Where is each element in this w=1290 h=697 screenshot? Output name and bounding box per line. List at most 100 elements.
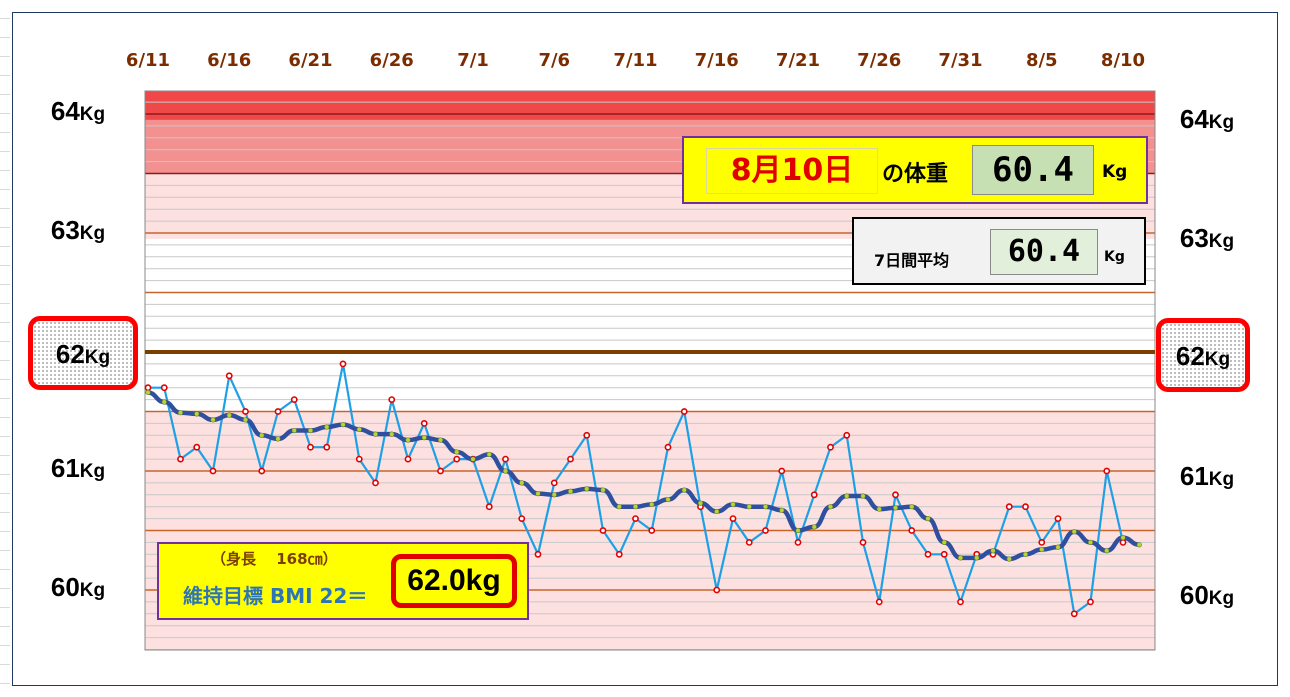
daily-weight-point [632,515,639,522]
daily-weight-point [209,467,217,475]
x-tick-label: 6/16 [207,50,251,71]
average-weight-point [1039,546,1045,553]
x-tick-label: 6/11 [126,50,170,71]
average-label: 7日間平均 [874,251,950,270]
average-weight-point [584,486,590,492]
average-weight-point [356,426,362,432]
x-tick-label: 7/16 [695,50,739,71]
daily-weight-point [778,467,786,475]
daily-weight-point [599,527,607,534]
average-weight-point [551,492,557,498]
average-weight-point [746,504,752,510]
today-weight-value: 60.4 [972,145,1094,195]
y-tick-label-left: 63Kg [51,215,105,245]
x-tick-label: 7/31 [938,50,982,71]
daily-weight-point [193,443,201,451]
average-weight-point [941,539,947,546]
average-weight-point [990,548,996,554]
height-note: （身長 168㎝） [211,550,338,568]
average-weight-point [389,431,395,437]
average-weight-point [697,500,704,506]
daily-weight-point [908,527,916,534]
x-axis-labels: 6/11 6/16 6/21 6/26 7/1 7/6 7/11 7/16 7/21 7/26 7/… [126,50,1145,71]
daily-weight-point [843,431,851,439]
daily-weight-point [437,467,444,475]
daily-weight-point [615,550,623,558]
average-value: 60.4 [990,229,1098,275]
today-weight-unit: Kg [1102,162,1128,182]
average-weight-point [307,427,314,434]
daily-weight-point [940,550,948,558]
daily-weight-point [420,419,428,427]
average-weight-point [1006,556,1012,562]
goal-weight-badge-right: 62Kg [1156,318,1250,392]
daily-weight-point [1038,539,1046,546]
average-weight-point [730,501,736,507]
x-tick-label: 7/6 [538,50,570,71]
x-tick-label: 8/10 [1101,50,1145,71]
average-weight-point [161,399,167,405]
average-weight-point [242,417,249,423]
daily-weight-point [729,515,737,522]
average-weight-point [226,412,232,418]
average-unit: Kg [1104,249,1125,265]
goal-weight-number: 62 [1175,341,1205,371]
seven-day-average-box: 7日間平均 60.4 Kg [852,217,1146,285]
daily-weight-point [1070,610,1078,618]
daily-weight-point [648,527,656,534]
average-weight-point [567,488,574,494]
weight-band [145,114,1155,120]
daily-weight-point [827,443,834,451]
average-weight-point [925,515,931,522]
y-tick-label-right: 61Kg [1180,461,1234,491]
x-tick-label: 7/26 [857,50,901,71]
average-weight-point [324,424,330,430]
average-weight-point [762,504,769,510]
bmi-target-box: （身長 168㎝） 維持目標 BMI 22＝ 62.0kg [157,542,529,620]
daily-weight-point [1022,503,1029,511]
average-weight-point [1087,539,1094,546]
daily-weight-point [388,396,396,403]
average-weight-point [470,456,476,462]
y-tick-label-right: 63Kg [1180,223,1234,253]
average-weight-point [437,437,444,443]
x-tick-label: 8/5 [1026,50,1058,71]
daily-weight-point [713,586,721,594]
average-weight-point [681,487,687,493]
daily-weight-point [1103,467,1111,475]
average-weight-point [535,491,541,497]
average-weight-point [779,507,785,513]
daily-weight-point [242,408,249,415]
average-weight-point [714,508,720,515]
daily-weight-point [875,598,883,606]
daily-weight-point [307,443,314,451]
daily-weight-point [567,455,574,463]
today-weight-box: 8月10日 の体重 60.4 Kg [682,136,1148,204]
daily-weight-point [485,503,493,511]
average-weight-point [860,493,866,499]
daily-weight-point [323,443,331,451]
x-tick-label: 7/21 [776,50,820,71]
daily-weight-point [339,360,347,368]
daily-weight-point [1005,503,1013,511]
daily-weight-series [144,360,1127,618]
y-tick-label-left: 61Kg [51,453,105,483]
average-weight-point [519,480,525,486]
average-weight-point [340,421,346,428]
average-weight-point [957,555,964,561]
average-weight-point [1055,544,1061,550]
average-weight-point [194,411,200,417]
daily-weight-point [745,539,753,546]
average-weight-point [974,555,980,561]
average-weight-point [486,451,492,457]
average-weight-point [632,504,639,510]
bmi-target-label: 維持目標 BMI 22＝ [183,584,368,608]
daily-weight-point [177,455,184,463]
daily-weight-point [1054,515,1062,522]
daily-weight-point [859,539,867,546]
daily-weight-point [680,408,688,415]
average-weight-point [421,435,427,441]
average-weight-point [1104,548,1110,554]
y-tick-label-right: 64Kg [1180,104,1234,134]
today-weight-label: の体重 [882,162,949,187]
